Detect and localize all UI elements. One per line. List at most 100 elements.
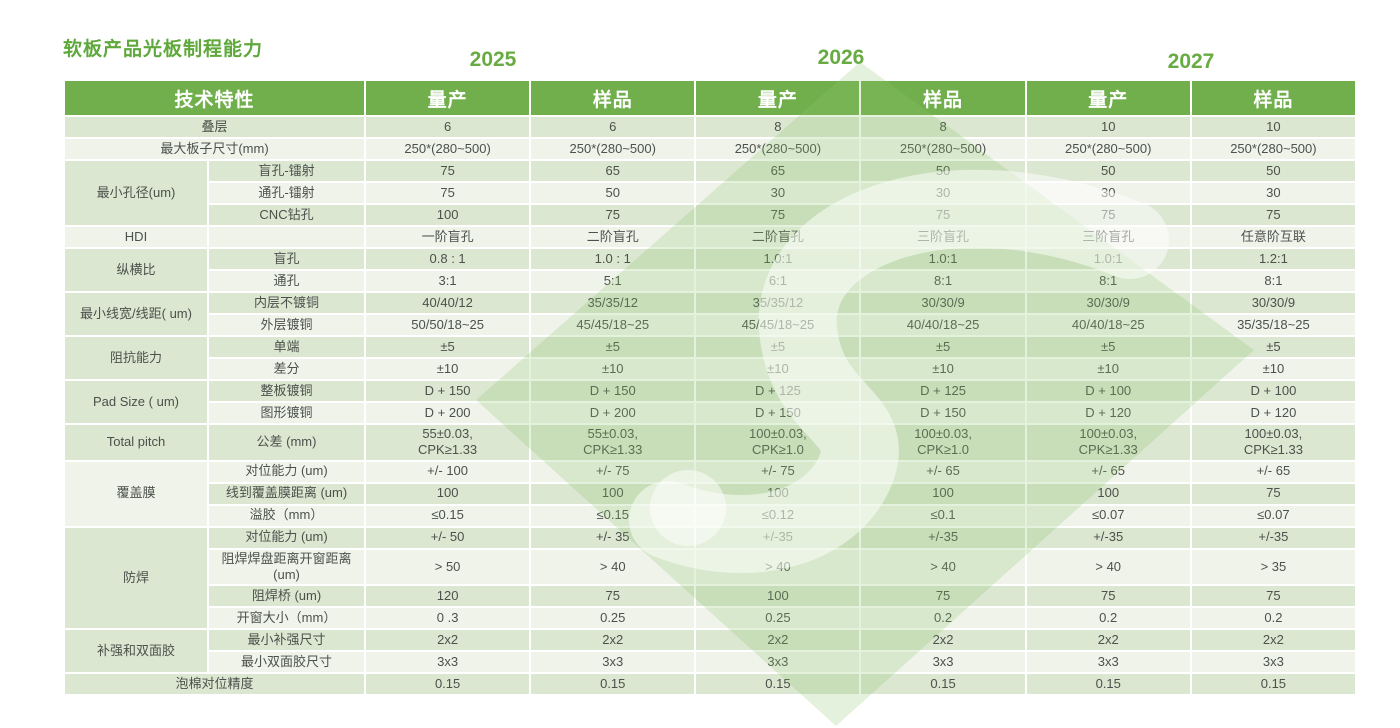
table-row: 最小孔径(um) 盲孔-镭射 75 65 65 50 50 50 [65,161,1355,225]
row-sub-label: 最小补强尺寸 [209,630,365,650]
row-group-label: 补强和双面胶 [65,630,207,672]
cell-value: 0.25 [696,608,860,628]
cell-value: 0.2 [1191,608,1355,628]
cell-value: 50/50/18~25 [366,315,530,335]
cell-value: 50 [1191,161,1355,181]
cell-value: > 40 [1026,549,1190,584]
cell-value: +/-35 [861,527,1025,548]
cell-value: 65 [531,161,695,181]
cell-value: +/-35 [1026,527,1190,548]
cell-value: D + 125 [861,381,1025,401]
row-sub-label [209,227,365,247]
cell-value: 0.15 [861,674,1025,694]
cell-value: 55±0.03, CPK≥1.33 [531,425,695,460]
cell-value: 50 [1026,161,1190,181]
cell-value: 40/40/12 [366,293,530,313]
row-sub-label: 线到覆盖膜距离 (um) [209,483,365,504]
table-row: 阻焊桥 (um) 120 75 100 75 75 75 [65,586,1355,606]
cell-value: 0.8 : 1 [366,249,530,269]
cell-value: 100 [366,483,530,504]
cell-value: D + 150 [696,403,860,423]
cell-value: 二阶盲孔 [531,227,695,247]
cell-value: 2x2 [1191,630,1355,650]
cell-value: 100 [531,483,695,504]
row-group-label: 纵横比 [65,249,207,291]
table-row: 叠层 6 6 8 8 10 10 [65,117,1355,137]
cell-value: 三阶盲孔 [1026,227,1190,247]
cell-value: 30 [861,183,1025,203]
header-2025-mass: 量产 [366,81,530,115]
cell-value: 10 [1026,117,1190,137]
row-sub-label: 溢胶（mm） [209,505,365,526]
cell-value: +/-35 [696,527,860,548]
cell-value: ≤0.12 [696,505,860,526]
cell-value: +/- 75 [531,461,695,482]
table-row: 覆盖膜 对位能力 (um) +/- 100 +/- 75 +/- 75 +/- 65 +/-… [65,461,1355,526]
cell-value: 50 [861,161,1025,181]
cell-value: 0.2 [861,608,1025,628]
year-label-2026: 2026 [817,46,865,69]
cell-value: 0.2 [1026,608,1190,628]
header-2027-sample: 样品 [1191,81,1355,115]
cell-value: +/- 100 [366,461,530,482]
cell-value: D + 120 [1026,403,1190,423]
row-sub-label: 对位能力 (um) [209,527,365,548]
cell-value: D + 150 [861,403,1025,423]
cell-value: 3x3 [861,652,1025,672]
row-sub-label: 图形镀铜 [209,403,365,423]
cell-value: ±10 [861,359,1025,379]
row-group-label: 防焊 [65,527,207,628]
row-sub-label: 通孔-镭射 [209,183,365,203]
cell-value: 75 [531,205,695,225]
cell-value: 0.25 [531,608,695,628]
row-sub-label: 单端 [209,337,365,357]
cell-value: 35/35/12 [696,293,860,313]
row-sub-label: 公差 (mm) [209,425,365,460]
header-2026-mass: 量产 [696,81,860,115]
cell-value: ≤0.15 [366,505,530,526]
cell-value: 0 .3 [366,608,530,628]
cell-value: 8 [861,117,1025,137]
cell-value: 75 [1026,586,1190,606]
cell-value: +/- 65 [1026,461,1190,482]
cell-value: 任意阶互联 [1191,227,1355,247]
cell-value: 30 [1026,183,1190,203]
cell-value: 8:1 [1191,271,1355,291]
cell-value: 6 [366,117,530,137]
cell-value: ≤0.15 [531,505,695,526]
cell-value: 一阶盲孔 [366,227,530,247]
cell-value: 250*(280~500) [1191,139,1355,159]
cell-value: 3x3 [1191,652,1355,672]
row-sub-label: 最小双面胶尺寸 [209,652,365,672]
table-row: 开窗大小（mm） 0 .3 0.25 0.25 0.2 0.2 0.2 [65,608,1355,628]
cell-value: 2x2 [531,630,695,650]
year-label-2025: 2025 [469,48,517,71]
row-group-label: 阻抗能力 [65,337,207,379]
table-row: 差分 ±10 ±10 ±10 ±10 ±10 ±10 [65,359,1355,379]
cell-value: D + 150 [531,381,695,401]
table-row: 图形镀铜 D + 200 D + 200 D + 150 D + 150 D + 120 D… [65,403,1355,423]
table-row: CNC钻孔 100 75 75 75 75 75 [65,205,1355,225]
cell-value: +/- 50 [366,527,530,548]
row-sub-label: 差分 [209,359,365,379]
table-row: 泡棉对位精度 0.15 0.15 0.15 0.15 0.15 0.15 [65,674,1355,694]
table-row: 防焊 对位能力 (um) +/- 50 +/- 35 +/-35 +/-35 +/-35 +/… [65,527,1355,628]
cell-value: 6:1 [696,271,860,291]
cell-value: 二阶盲孔 [696,227,860,247]
header-2027-mass: 量产 [1026,81,1190,115]
cell-value: 100±0.03, CPK≥1.0 [861,425,1025,460]
cell-value: 120 [366,586,530,606]
cell-value: > 50 [366,549,530,584]
row-sub-label: 盲孔 [209,249,365,269]
header-2026-sample: 样品 [861,81,1025,115]
cell-value: 100±0.03, CPK≥1.0 [696,425,860,460]
row-group-label: 覆盖膜 [65,461,207,526]
row-group-label: Total pitch [65,425,207,460]
cell-value: 100 [366,205,530,225]
cell-value: 8:1 [861,271,1025,291]
cell-value: 250*(280~500) [531,139,695,159]
row-sub-label: 阻焊焊盘距离开窗距离 (um) [209,549,365,584]
cell-value: 1.0 : 1 [531,249,695,269]
cell-value: ±5 [1026,337,1190,357]
cell-value: > 35 [1191,549,1355,584]
